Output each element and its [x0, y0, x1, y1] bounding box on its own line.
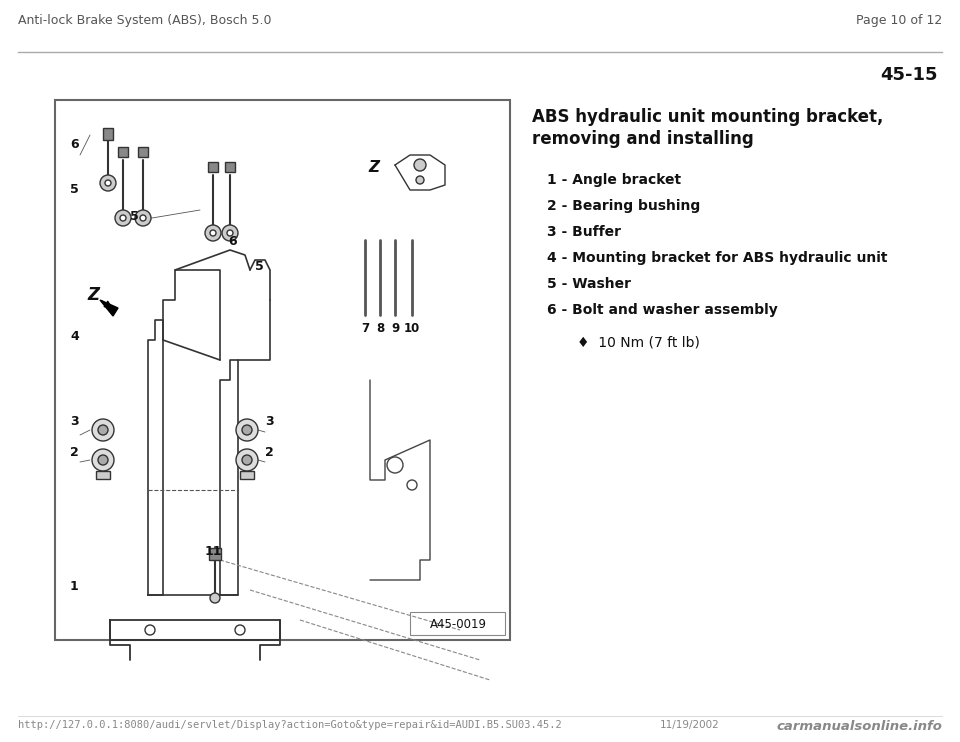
Text: 5 - Washer: 5 - Washer [547, 277, 631, 291]
Text: 5: 5 [70, 183, 79, 196]
Circle shape [236, 419, 258, 441]
Circle shape [414, 159, 426, 171]
Bar [240, 471, 254, 479]
Text: 3 - Buffer: 3 - Buffer [547, 225, 621, 239]
Text: removing and installing: removing and installing [532, 130, 754, 148]
Text: 45-15: 45-15 [880, 66, 938, 84]
Circle shape [416, 176, 424, 184]
Circle shape [236, 449, 258, 471]
Circle shape [105, 180, 111, 186]
Circle shape [205, 225, 221, 241]
Circle shape [92, 419, 114, 441]
Text: 5: 5 [255, 260, 264, 273]
Text: 10: 10 [404, 322, 420, 335]
Text: ♦  10 Nm (7 ft lb): ♦ 10 Nm (7 ft lb) [577, 335, 700, 349]
Circle shape [407, 480, 417, 490]
Bar [209, 548, 221, 560]
Circle shape [145, 625, 155, 635]
Text: 2 - Bearing bushing: 2 - Bearing bushing [547, 199, 700, 213]
Circle shape [92, 449, 114, 471]
Text: 3: 3 [265, 415, 274, 428]
Text: Z: Z [87, 286, 99, 304]
Bar [103, 128, 113, 140]
Circle shape [242, 455, 252, 465]
Text: 4: 4 [70, 330, 79, 343]
Text: 6 - Bolt and washer assembly: 6 - Bolt and washer assembly [547, 303, 778, 317]
Circle shape [242, 425, 252, 435]
Text: carmanualsonline.info: carmanualsonline.info [776, 720, 942, 733]
Circle shape [135, 210, 151, 226]
Text: 1 - Angle bracket: 1 - Angle bracket [547, 173, 682, 187]
Circle shape [222, 225, 238, 241]
Circle shape [387, 457, 403, 473]
Text: 8: 8 [376, 322, 384, 335]
Circle shape [115, 210, 131, 226]
Bar [138, 147, 148, 157]
Text: Anti-lock Brake System (ABS), Bosch 5.0: Anti-lock Brake System (ABS), Bosch 5.0 [18, 14, 272, 27]
Text: 1: 1 [70, 580, 79, 593]
Bar [225, 162, 235, 172]
Text: A45-0019: A45-0019 [429, 617, 487, 631]
Bar [96, 471, 110, 479]
Circle shape [140, 215, 146, 221]
Text: 5: 5 [130, 210, 139, 223]
Bar [55, 100, 510, 640]
Text: 4 - Mounting bracket for ABS hydraulic unit: 4 - Mounting bracket for ABS hydraulic u… [547, 251, 887, 265]
Text: 2: 2 [265, 446, 274, 459]
Text: 11/19/2002: 11/19/2002 [660, 720, 720, 730]
Text: 11: 11 [205, 545, 223, 558]
Text: Z: Z [368, 160, 379, 175]
Polygon shape [100, 300, 118, 316]
Text: ABS hydraulic unit mounting bracket,: ABS hydraulic unit mounting bracket, [532, 108, 883, 126]
Text: 3: 3 [70, 415, 79, 428]
Text: Page 10 of 12: Page 10 of 12 [855, 14, 942, 27]
Circle shape [210, 230, 216, 236]
Text: 9: 9 [391, 322, 399, 335]
Bar [208, 162, 218, 172]
Circle shape [227, 230, 233, 236]
Circle shape [98, 425, 108, 435]
Circle shape [100, 175, 116, 191]
Circle shape [210, 593, 220, 603]
Text: http://127.0.0.1:8080/audi/servlet/Display?action=Goto&type=repair&id=AUDI.B5.SU: http://127.0.0.1:8080/audi/servlet/Displ… [18, 720, 562, 730]
Text: 6: 6 [228, 235, 236, 248]
Bar [118, 147, 128, 157]
Text: 7: 7 [361, 322, 369, 335]
Circle shape [120, 215, 126, 221]
Bar [410, 612, 505, 635]
Circle shape [98, 455, 108, 465]
Text: 6: 6 [70, 138, 79, 151]
Circle shape [235, 625, 245, 635]
Text: 2: 2 [70, 446, 79, 459]
